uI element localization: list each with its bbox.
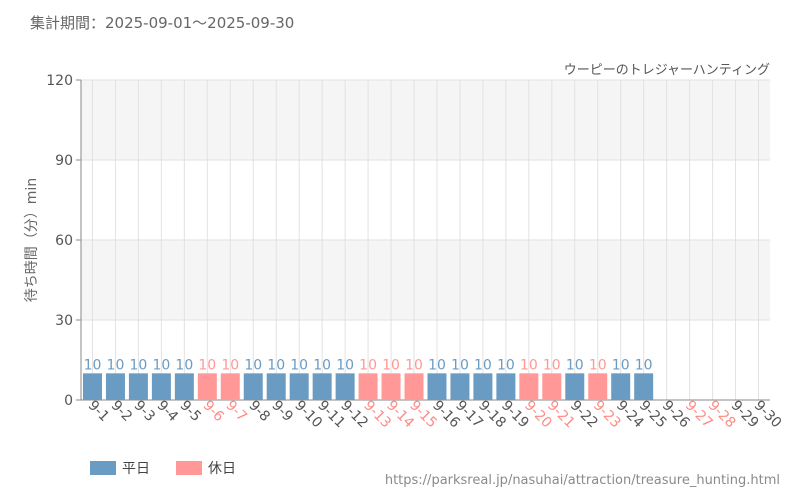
bar-9-9 bbox=[266, 373, 286, 400]
bar-value-label: 10 bbox=[451, 357, 469, 373]
bar-9-10 bbox=[289, 373, 309, 400]
bar-value-label: 10 bbox=[543, 357, 561, 373]
bar-9-22 bbox=[565, 373, 585, 400]
plot-band bbox=[81, 240, 770, 320]
bar-value-label: 10 bbox=[244, 357, 262, 373]
bar-9-25 bbox=[634, 373, 654, 400]
bar-value-label: 10 bbox=[566, 357, 584, 373]
bar-9-2 bbox=[105, 373, 125, 400]
x-tick-label: 9-8 bbox=[245, 398, 272, 425]
bar-9-19 bbox=[496, 373, 516, 400]
bar-value-label: 10 bbox=[175, 357, 193, 373]
legend-weekday: 平日 bbox=[90, 458, 150, 478]
y-tick-label: 60 bbox=[55, 233, 73, 249]
bar-value-label: 10 bbox=[267, 357, 285, 373]
bar-value-label: 10 bbox=[152, 357, 170, 373]
bar-9-1 bbox=[82, 373, 102, 400]
plot-band bbox=[81, 160, 770, 240]
bar-9-5 bbox=[174, 373, 194, 400]
bar-value-label: 10 bbox=[130, 357, 148, 373]
bar-9-21 bbox=[542, 373, 562, 400]
bar-9-15 bbox=[404, 373, 424, 400]
x-tick-label: 9-4 bbox=[154, 398, 182, 426]
bar-value-label: 10 bbox=[107, 357, 125, 373]
bar-9-14 bbox=[381, 373, 401, 400]
bar-value-label: 10 bbox=[84, 357, 102, 373]
bar-9-13 bbox=[358, 373, 378, 400]
source-url: https://parksreal.jp/nasuhai/attraction/… bbox=[384, 473, 780, 488]
bar-9-8 bbox=[243, 373, 263, 400]
bar-value-label: 10 bbox=[290, 357, 308, 373]
bar-value-label: 10 bbox=[474, 357, 492, 373]
x-tick-label: 9-6 bbox=[199, 398, 227, 426]
x-tick-label: 9-3 bbox=[131, 398, 158, 425]
bar-9-18 bbox=[473, 373, 493, 400]
bar-9-6 bbox=[197, 373, 217, 400]
bar-value-label: 10 bbox=[336, 357, 354, 373]
legend-weekday-swatch bbox=[90, 461, 116, 475]
legend-holiday-label: 休日 bbox=[208, 461, 236, 477]
bar-9-17 bbox=[450, 373, 470, 400]
bar-value-label: 10 bbox=[497, 357, 515, 373]
bar-9-4 bbox=[151, 373, 171, 400]
bar-9-16 bbox=[427, 373, 447, 400]
plot-band bbox=[81, 80, 770, 160]
y-tick-label: 120 bbox=[46, 73, 73, 89]
y-tick-label: 0 bbox=[64, 393, 73, 409]
legend-weekday-label: 平日 bbox=[122, 461, 150, 477]
bar-value-label: 10 bbox=[405, 357, 423, 373]
bar-value-label: 10 bbox=[589, 357, 607, 373]
bar-value-label: 10 bbox=[612, 357, 630, 373]
x-tick-label: 9-5 bbox=[177, 398, 204, 425]
bar-value-label: 10 bbox=[428, 357, 446, 373]
chart-title: ウーピーのトレジャーハンティング bbox=[564, 63, 770, 78]
y-tick-label: 30 bbox=[55, 313, 73, 329]
plot-band bbox=[81, 320, 770, 400]
x-tick-label: 9-2 bbox=[108, 398, 135, 425]
y-tick-label: 90 bbox=[55, 153, 73, 169]
collection-period: 集計期間：2025-09-01～2025-09-30 bbox=[30, 14, 295, 32]
bar-value-label: 10 bbox=[198, 357, 216, 373]
x-tick-label: 9-7 bbox=[222, 398, 249, 425]
bar-9-7 bbox=[220, 373, 240, 400]
bar-9-20 bbox=[519, 373, 539, 400]
x-tick-label: 9-1 bbox=[85, 398, 112, 425]
bar-value-label: 10 bbox=[359, 357, 377, 373]
bar-9-24 bbox=[611, 373, 631, 400]
bar-9-11 bbox=[312, 373, 332, 400]
bar-value-label: 10 bbox=[221, 357, 239, 373]
bar-value-label: 10 bbox=[635, 357, 653, 373]
bar-value-label: 10 bbox=[382, 357, 400, 373]
bar-value-label: 10 bbox=[313, 357, 331, 373]
x-tick-label: 9-9 bbox=[268, 398, 295, 425]
bar-value-label: 10 bbox=[520, 357, 538, 373]
bar-9-3 bbox=[128, 373, 148, 400]
legend-holiday: 休日 bbox=[176, 458, 236, 478]
y-axis-label: 待ち時間（分）min bbox=[24, 178, 40, 302]
bar-9-12 bbox=[335, 373, 355, 400]
legend-holiday-swatch bbox=[176, 461, 202, 475]
bar-9-23 bbox=[588, 373, 608, 400]
